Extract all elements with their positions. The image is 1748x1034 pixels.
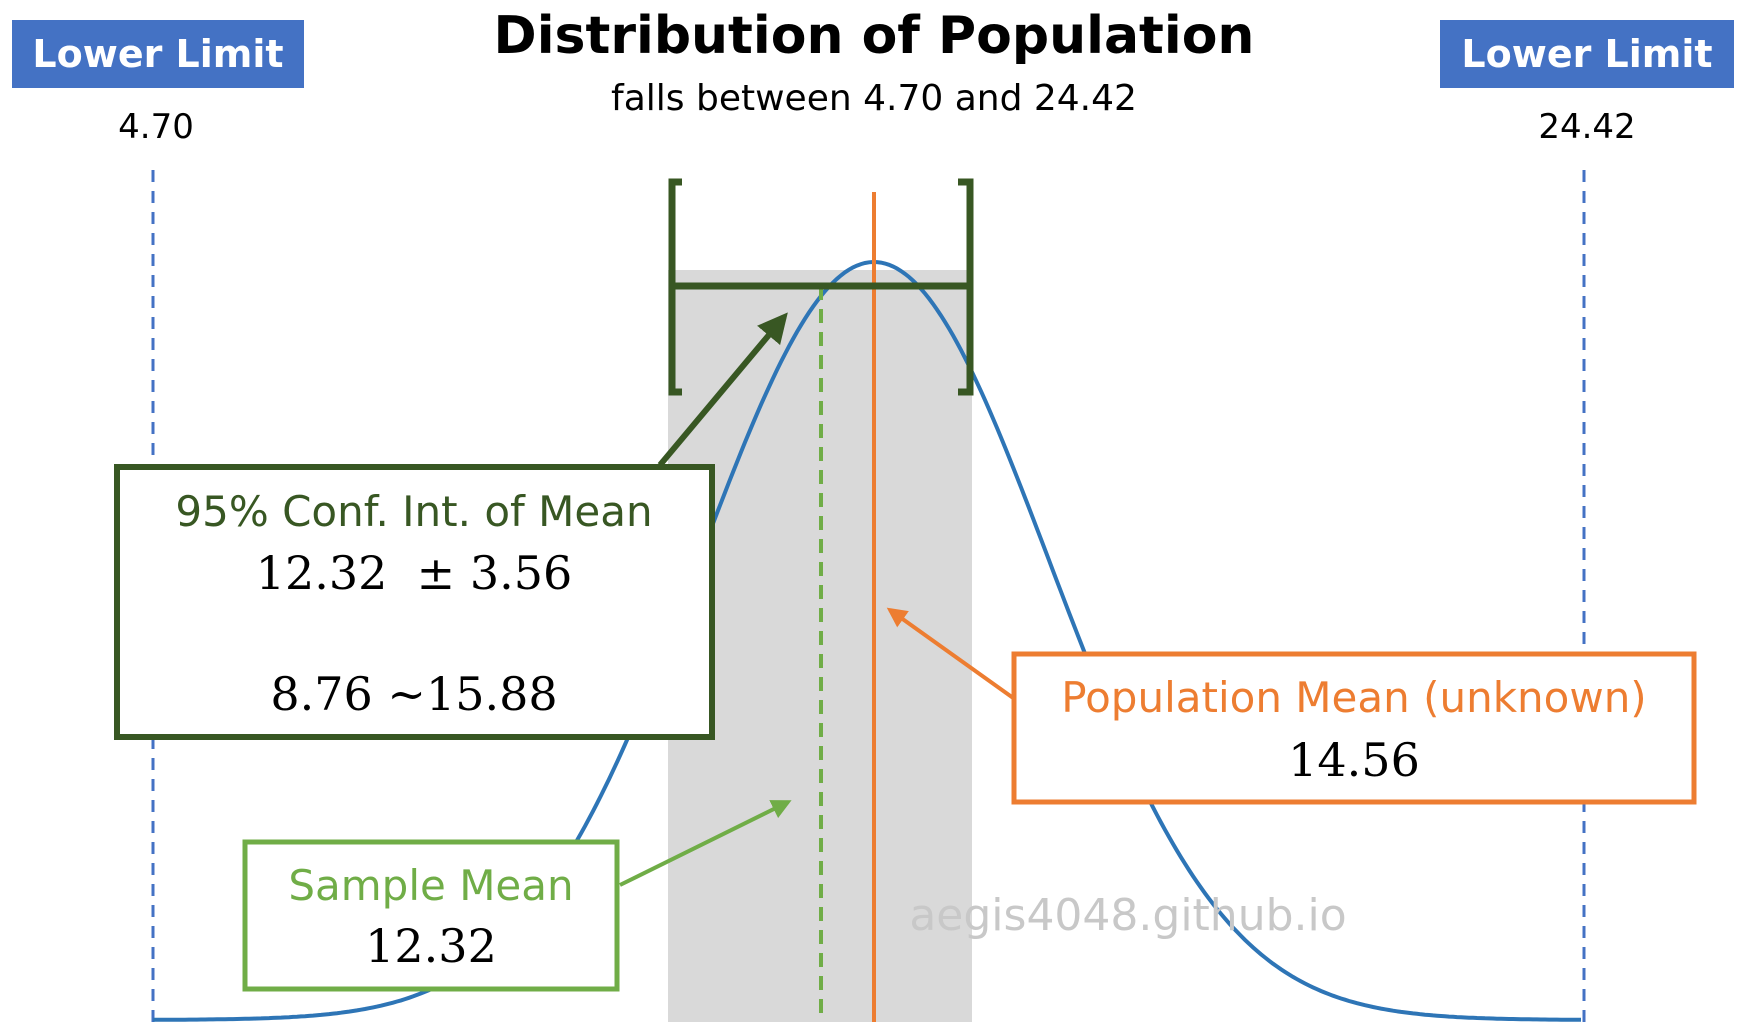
- ci-arrow: [657, 312, 788, 467]
- ci-callout-box: 95% Conf. Int. of Mean 12.32 ± 3.56 8.76…: [114, 464, 715, 740]
- sample-mean-arrow: [619, 800, 792, 887]
- ci-range: 8.76 ~15.88: [270, 667, 557, 721]
- right-limit-badge-label: Lower Limit: [1461, 32, 1712, 76]
- ci-estimate: 12.32 ± 3.56: [256, 546, 573, 600]
- population-mean-value: 14.56: [1288, 733, 1420, 787]
- population-mean-arrow: [886, 607, 1018, 702]
- right-limit-value: 24.42: [1538, 107, 1635, 147]
- left-limit-badge-label: Lower Limit: [32, 32, 283, 76]
- diagram-title: Distribution of Population: [494, 6, 1255, 66]
- sample-mean-value: 12.32: [365, 919, 497, 973]
- ci-bracket: [668, 178, 974, 396]
- diagram-subtitle: falls between 4.70 and 24.42: [611, 78, 1137, 119]
- left-limit-badge: Lower Limit: [12, 20, 304, 88]
- watermark: aegis4048.github.io: [909, 890, 1346, 941]
- population-distribution-curve: [153, 259, 1581, 1022]
- sample-mean-callout-box: Sample Mean 12.32: [242, 839, 620, 992]
- population-mean-callout-box: Population Mean (unknown) 14.56: [1011, 651, 1697, 805]
- ci-label: 95% Conf. Int. of Mean: [175, 487, 652, 536]
- population-mean-label: Population Mean (unknown): [1061, 673, 1646, 722]
- sample-mean-label: Sample Mean: [288, 861, 573, 910]
- left-limit-value: 4.70: [118, 107, 194, 147]
- right-limit-badge: Lower Limit: [1440, 20, 1734, 88]
